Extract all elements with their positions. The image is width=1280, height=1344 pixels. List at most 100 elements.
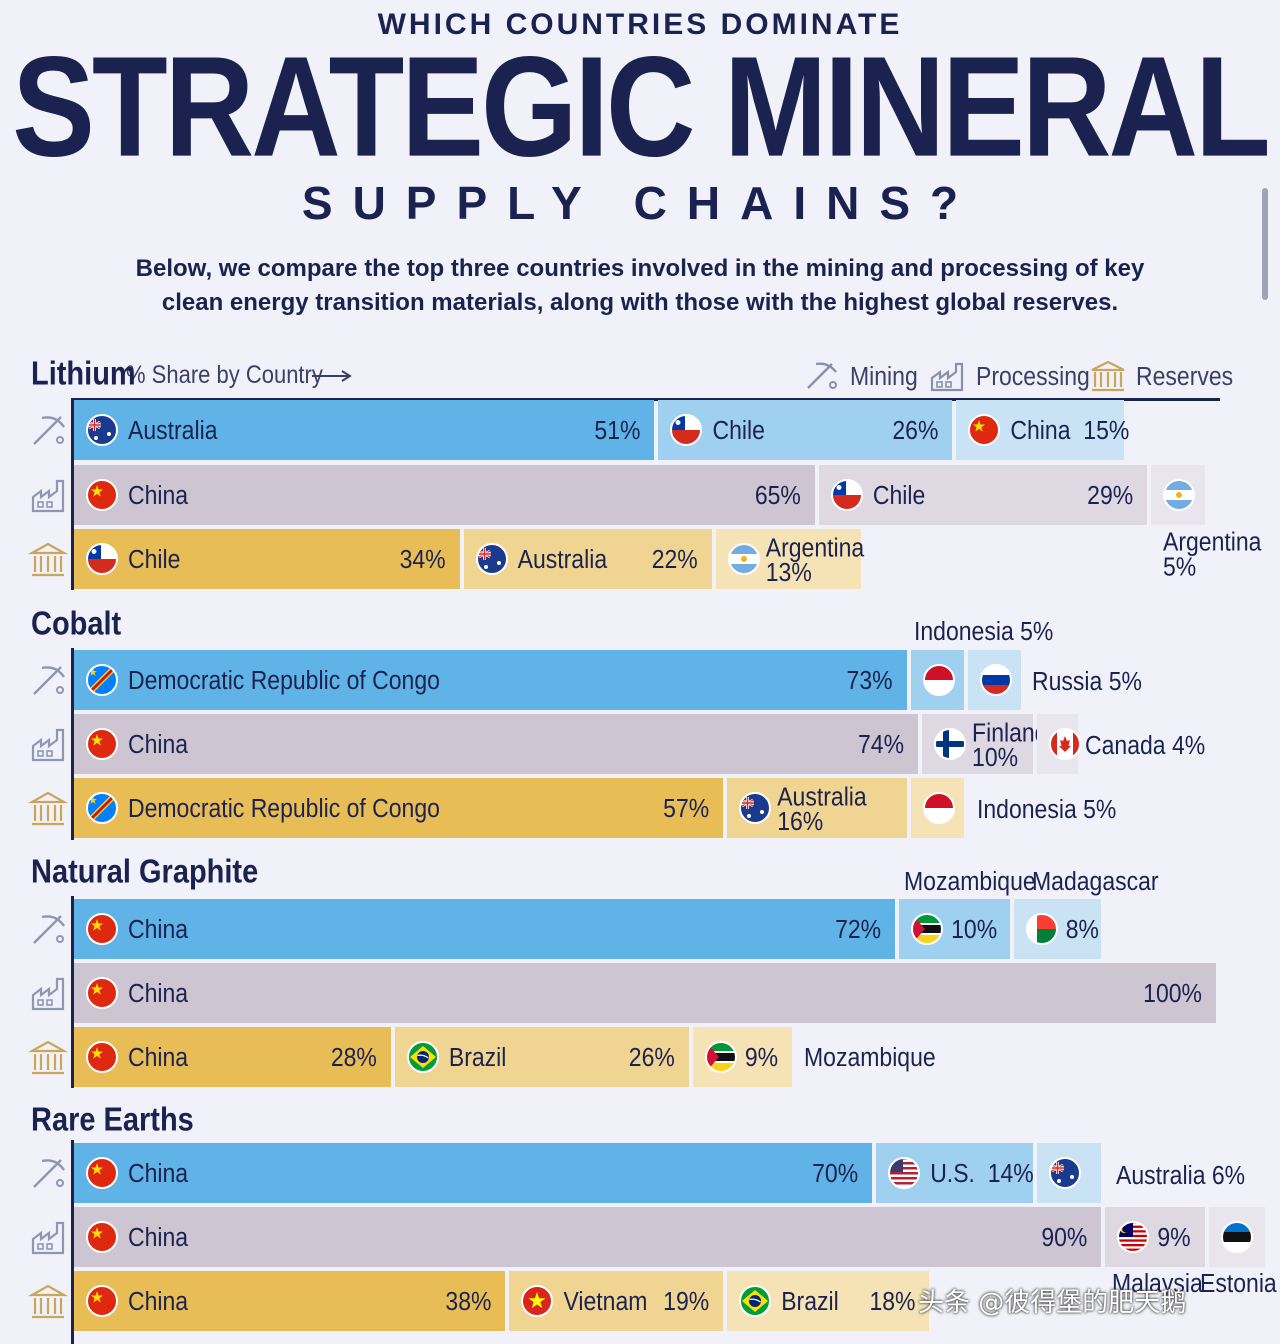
u-s-flag-icon: [888, 1157, 921, 1189]
intro-text: Below, we compare the top three countrie…: [60, 252, 1220, 320]
bar-value-label: 70%: [812, 1158, 859, 1188]
bar-lithium-processing-china: China 65%: [74, 465, 815, 525]
malaysia-flag-icon: [1117, 1221, 1150, 1253]
bar-value-label: 9%: [744, 1042, 779, 1072]
intro-line-2: clean energy transition materials, along…: [161, 289, 1119, 316]
ext-country: Australia: [1116, 1160, 1206, 1190]
australia-flag-icon: [86, 414, 118, 446]
bar-rare-earths-processing-estonia: [1208, 1207, 1265, 1267]
scrollbar[interactable]: [1262, 188, 1268, 300]
indonesia-flag-icon: [922, 664, 955, 696]
bar-cobalt-mining-russia: [967, 650, 1022, 710]
bar-cobalt-reserves-indonesia: [910, 778, 964, 838]
bar-value-label: 34%: [399, 544, 446, 574]
china-flag-icon: [968, 414, 1001, 446]
bar-natural-graphite-mining-china: China 72%: [74, 899, 896, 959]
bar-country-label: China: [128, 978, 189, 1008]
natural-graphite-reserves-row: China 28% Brazil 26% 9%: [74, 1027, 1220, 1087]
bar-country-label: Australia: [517, 544, 608, 574]
vietnam-flag-icon: [521, 1285, 554, 1317]
china-flag-icon: [86, 1221, 118, 1253]
natural-graphite-processing-row: China 100%: [74, 963, 1220, 1023]
bar-country-label: Finland: [972, 717, 1048, 747]
ext-value: 6%: [1211, 1160, 1246, 1190]
label-rare-processing-estonia: Estonia: [1200, 1268, 1277, 1298]
bank-icon: [28, 1040, 68, 1075]
democratic-republic-of-congo-flag-icon: [86, 792, 118, 824]
ext-country: Russia: [1032, 666, 1103, 696]
axis-cobalt: [71, 648, 74, 840]
rare-earths-reserves-row: China 38% Vietnam 19% Brazil 18%: [74, 1271, 1220, 1331]
ext-value: 5%: [1108, 666, 1142, 696]
bar-rare-earths-mining-australia: [1036, 1143, 1102, 1203]
australia-flag-icon: [475, 543, 508, 575]
bank-icon: [28, 791, 68, 826]
bank-icon: [28, 542, 68, 577]
axis-lithium: [71, 398, 74, 590]
label-lithium-processing-argentina: Argentina 5%: [1163, 529, 1261, 579]
bar-value-label: 10%: [972, 742, 1019, 772]
pickaxe-icon: [33, 915, 65, 944]
bank-icon: [28, 1284, 68, 1319]
bar-value-label: 14%: [987, 1158, 1034, 1188]
bar-natural-graphite-processing-china: China 100%: [74, 963, 1216, 1023]
bar-country-label: China: [128, 1158, 189, 1188]
bar-lithium-reserves-chile: Chile 34%: [74, 529, 460, 589]
cobalt-processing-row: China 74% Finland 10%: [74, 714, 1220, 774]
bar-value-label: 19%: [663, 1286, 710, 1316]
bar-value-label: 18%: [869, 1286, 916, 1316]
bar-natural-graphite-mining-madagascar: 8%: [1013, 899, 1102, 959]
canada-flag-icon: [1048, 728, 1081, 760]
chile-flag-icon: [86, 543, 118, 575]
bar-country-label: Brazil: [448, 1042, 507, 1072]
indonesia-flag-icon: [922, 792, 955, 824]
argentina-flag-icon: [1163, 479, 1196, 511]
main-title: STRATEGIC MINERAL: [12, 27, 1271, 187]
rare-earths-processing-row: China 90% 9%: [74, 1207, 1265, 1267]
bar-country-label: Chile: [712, 415, 765, 445]
bar-value-label: 13%: [765, 557, 812, 587]
arrow-right-icon: [312, 370, 352, 382]
kicker-text: WHICH COUNTRIES DOMINATE: [377, 8, 903, 41]
bar-country-label: China: [128, 1286, 189, 1316]
bar-country-text: China: [1010, 415, 1071, 445]
australia-flag-icon: [1048, 1157, 1081, 1189]
factory-icon: [31, 479, 65, 513]
bar-lithium-mining-chile: Chile 26%: [658, 400, 953, 460]
bar-country-label: China: [128, 480, 189, 510]
bar-country-label: China: [128, 914, 189, 944]
russia-flag-icon: [979, 664, 1012, 696]
bar-country-label: China: [128, 1042, 189, 1072]
label-graphite-mining-madagascar: Madagascar: [1032, 866, 1159, 896]
bar-country-label: Vietnam: [563, 1286, 648, 1316]
bar-country-label: Brazil: [781, 1286, 839, 1316]
bar-lithium-reserves-argentina: Argentina 13%: [715, 529, 865, 589]
section-title-cobalt: Cobalt: [31, 605, 122, 643]
bar-value-label: 51%: [594, 415, 641, 445]
bar-cobalt-mining-democratic-republic-of-congo: Democratic Republic of Congo 73%: [74, 650, 907, 710]
bar-stacked-label: Australia 16%: [777, 781, 867, 833]
bar-cobalt-processing-finland: Finland 10%: [922, 714, 1047, 774]
bar-cobalt-reserves-democratic-republic-of-congo: Democratic Republic of Congo 57%: [74, 778, 724, 838]
bar-value-label: 90%: [1041, 1222, 1088, 1252]
mozambique-flag-icon: [704, 1041, 737, 1073]
bar-value-label: 57%: [663, 793, 710, 823]
bar-lithium-mining-australia: Australia 51%: [74, 400, 655, 460]
label-rare-processing-malaysia: Malaysia: [1112, 1268, 1203, 1298]
brazil-flag-icon: [406, 1041, 439, 1073]
top-rule: [74, 398, 1220, 401]
bar-cobalt-processing-canada: [1036, 714, 1081, 774]
bank-icon: [1091, 360, 1125, 392]
bar-stacked-label: Argentina 13%: [765, 532, 865, 587]
bar-country-label: Democratic Republic of Congo: [128, 793, 440, 823]
pickaxe-icon: [33, 416, 65, 445]
democratic-republic-of-congo-flag-icon: [86, 664, 118, 696]
bar-natural-graphite-reserves-china: China 28%: [74, 1027, 391, 1087]
bar-country-label: Australia: [777, 781, 867, 811]
section-title-graphite: Natural Graphite: [31, 853, 259, 891]
pickaxe-icon: [33, 666, 65, 695]
legend-processing-label: Processing: [976, 360, 1090, 390]
brazil-flag-icon: [739, 1285, 772, 1317]
bar-lithium-mining-china: China 15%: [956, 400, 1129, 460]
bar-country-label: Argentina: [765, 532, 865, 562]
